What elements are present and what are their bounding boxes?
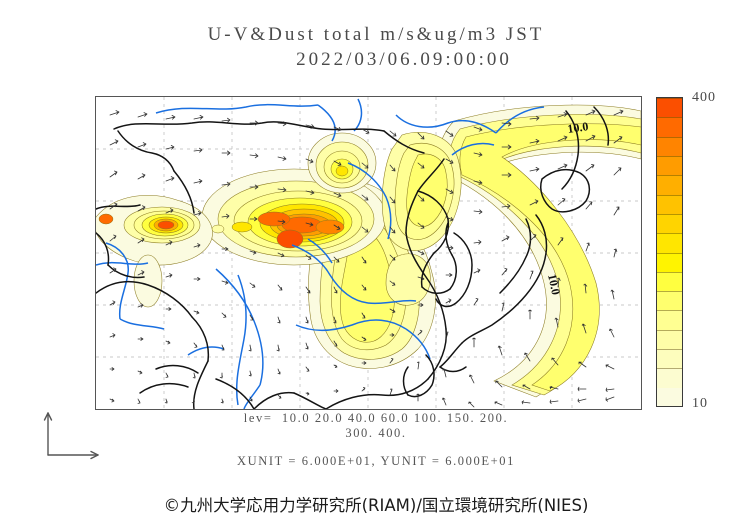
page-subtitle-timestamp: 2022/03/06.09:00:00 (296, 49, 512, 70)
colorbar-band (657, 387, 682, 406)
colorbar-band (657, 329, 682, 350)
colorbar-band (657, 136, 682, 156)
colorbar-band (657, 98, 682, 118)
chart-title-block: U-V&Dust total m/s&ug/m3 JST 2022/03/06.… (0, 22, 752, 72)
map-canvas: 10.0 10.0 (96, 97, 641, 409)
dust-forecast-map[interactable]: 10.0 10.0 (95, 96, 642, 410)
colorbar-band (657, 155, 682, 176)
colorbar-band (657, 271, 682, 292)
colorbar-band (657, 368, 682, 388)
colorbar-band (657, 233, 682, 253)
colorbar-max-label: 400 (692, 90, 716, 105)
colorbar-band (657, 291, 682, 311)
axis-unit-line: XUNIT = 6.000E+01, YUNIT = 6.000E+01 (237, 454, 515, 468)
colorbar-min-label: 10 (692, 396, 708, 411)
contour-label: 10.0 (566, 119, 589, 136)
contour-levels-line-1: lev= 10.0 20.0 40.0 60.0 100. 150. 200. (243, 411, 509, 425)
wind-vector-field (109, 109, 624, 408)
dust-concentration-field (96, 104, 641, 398)
dust-concentration-colorbar[interactable] (656, 97, 683, 407)
map-coastlines (96, 106, 610, 409)
page-title: U-V&Dust total m/s&ug/m3 JST (207, 24, 545, 45)
colorbar-band (657, 349, 682, 369)
colorbar-band (657, 194, 682, 214)
contour-labels: 10.0 10.0 (545, 119, 589, 296)
contour-label: 10.0 (545, 273, 563, 296)
colorbar-band (657, 117, 682, 137)
colorbar-band (657, 252, 682, 272)
colorbar-band (657, 175, 682, 195)
colorbar-band (657, 213, 682, 234)
copyright-attribution: ©九州大学応用力学研究所(RIAM)/国立環境研究所(NIES) (163, 496, 589, 515)
map-rivers (96, 98, 545, 409)
colorbar-band (657, 310, 682, 330)
wind-vector-scale-key (43, 412, 99, 460)
contour-levels-line-2: 300. 400. (345, 426, 407, 440)
